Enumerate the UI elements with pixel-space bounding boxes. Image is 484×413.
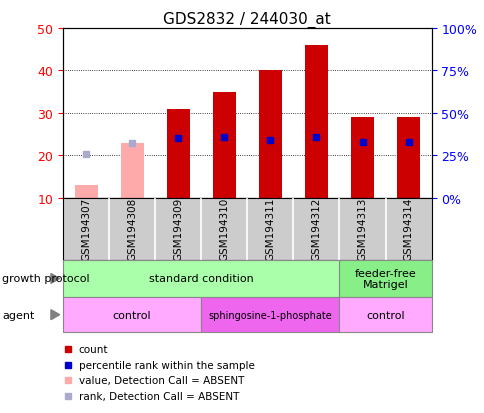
Bar bbox=[339, 260, 431, 297]
Text: GSM194309: GSM194309 bbox=[173, 198, 183, 261]
Text: growth protocol: growth protocol bbox=[2, 274, 90, 284]
Text: GSM194312: GSM194312 bbox=[311, 197, 321, 261]
Text: control: control bbox=[113, 310, 151, 320]
Bar bbox=[212, 93, 235, 198]
Text: agent: agent bbox=[2, 310, 35, 320]
Bar bbox=[63, 260, 339, 297]
Text: percentile rank within the sample: percentile rank within the sample bbox=[78, 360, 254, 370]
Text: GSM194313: GSM194313 bbox=[357, 197, 367, 261]
Bar bbox=[339, 297, 431, 332]
Text: GSM194310: GSM194310 bbox=[219, 198, 229, 261]
Text: GSM194311: GSM194311 bbox=[265, 197, 275, 261]
Text: GSM194307: GSM194307 bbox=[81, 198, 91, 261]
Bar bbox=[166, 109, 189, 198]
Bar bbox=[201, 297, 339, 332]
Text: standard condition: standard condition bbox=[149, 274, 253, 284]
Bar bbox=[63, 297, 201, 332]
Text: sphingosine-1-phosphate: sphingosine-1-phosphate bbox=[208, 310, 332, 320]
Text: rank, Detection Call = ABSENT: rank, Detection Call = ABSENT bbox=[78, 391, 239, 401]
Bar bbox=[258, 71, 281, 198]
Text: feeder-free
Matrigel: feeder-free Matrigel bbox=[354, 268, 416, 290]
Bar bbox=[396, 118, 419, 198]
Text: GSM194314: GSM194314 bbox=[403, 197, 413, 261]
Polygon shape bbox=[51, 274, 60, 284]
Text: count: count bbox=[78, 344, 108, 354]
Title: GDS2832 / 244030_at: GDS2832 / 244030_at bbox=[163, 12, 331, 28]
Polygon shape bbox=[51, 310, 60, 320]
Bar bbox=[121, 143, 143, 198]
Bar bbox=[304, 46, 327, 198]
Text: GSM194308: GSM194308 bbox=[127, 198, 137, 261]
Text: value, Detection Call = ABSENT: value, Detection Call = ABSENT bbox=[78, 375, 243, 385]
Text: control: control bbox=[365, 310, 404, 320]
Bar bbox=[75, 185, 97, 198]
Bar bbox=[350, 118, 373, 198]
